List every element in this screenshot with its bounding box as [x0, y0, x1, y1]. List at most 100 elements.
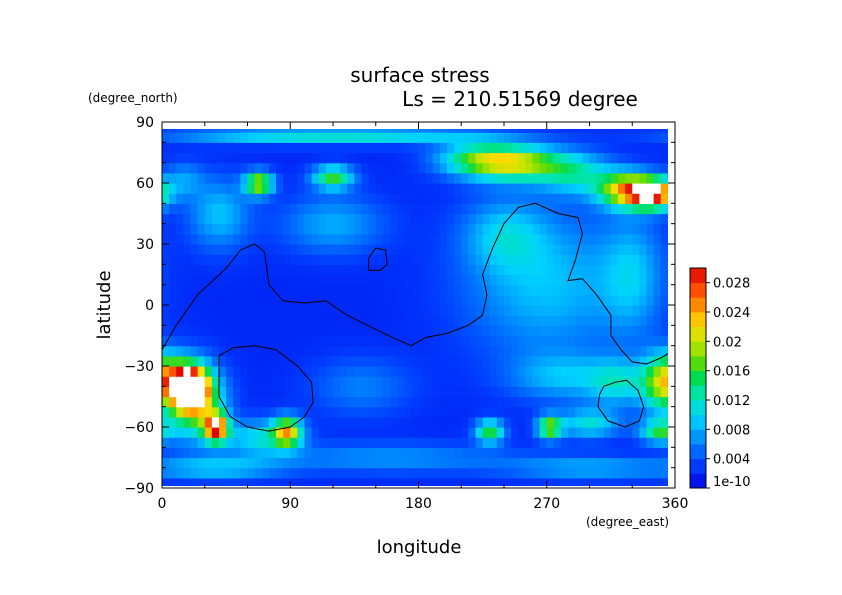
heatmap-cell: [418, 152, 427, 164]
heatmap-cell: [496, 294, 505, 306]
heatmap-cell: [618, 447, 626, 459]
heatmap-cell: [304, 345, 313, 357]
heatmap-cell: [361, 305, 370, 316]
heatmap-cell: [546, 183, 555, 194]
heatmap-cell: [589, 264, 598, 276]
heatmap-cell: [390, 233, 398, 245]
heatmap-cell: [226, 437, 234, 448]
heatmap-cell: [361, 416, 370, 428]
heatmap-cell: [496, 244, 505, 255]
heatmap-cell: [596, 315, 605, 326]
heatmap-cell: [211, 447, 220, 459]
heatmap-cell: [183, 274, 192, 286]
heatmap-cell: [432, 366, 441, 377]
heatmap-cell: [204, 477, 213, 486]
heatmap-cell: [311, 335, 320, 347]
heatmap-cell: [482, 223, 491, 235]
heatmap-cell: [575, 335, 583, 347]
heatmap-cell: [347, 294, 355, 306]
heatmap-cell: [639, 355, 648, 367]
heatmap-cell: [561, 396, 569, 408]
heatmap-cell: [439, 315, 448, 326]
heatmap-cell: [504, 193, 512, 204]
heatmap-cell: [425, 264, 434, 276]
heatmap-cell: [176, 457, 184, 469]
heatmap-cell: [333, 129, 341, 133]
heatmap-cell: [382, 213, 391, 225]
heatmap-cell: [461, 233, 469, 245]
heatmap-cell: [468, 477, 477, 486]
heatmap-cell: [646, 305, 655, 316]
heatmap-cell: [468, 376, 477, 387]
heatmap-cell: [511, 335, 519, 347]
heatmap-cell: [297, 345, 306, 357]
heatmap-cell: [425, 183, 434, 194]
heatmap-cell: [603, 284, 612, 296]
heatmap-cell: [297, 244, 306, 255]
heatmap-cell: [610, 129, 619, 133]
heatmap-cell: [439, 162, 448, 174]
heatmap-cell: [204, 437, 213, 448]
heatmap-cell: [618, 152, 626, 164]
heatmap-cell: [525, 213, 534, 225]
heatmap-cell: [532, 294, 541, 306]
heatmap-cell: [318, 213, 327, 225]
heatmap-cell: [589, 416, 598, 428]
heatmap-cell: [347, 427, 355, 438]
heatmap-cell: [639, 294, 648, 306]
heatmap-cell: [447, 447, 455, 459]
heatmap-cell: [268, 386, 277, 398]
heatmap-cell: [432, 325, 441, 337]
heatmap-cell: [297, 315, 306, 326]
heatmap-cell: [482, 386, 491, 398]
heatmap-cell: [582, 305, 591, 316]
heatmap-cell: [589, 447, 598, 459]
heatmap-cell: [575, 315, 583, 326]
heatmap-cell: [340, 396, 348, 408]
heatmap-cell: [382, 396, 391, 408]
heatmap-cell: [276, 355, 284, 367]
heatmap-cell: [311, 244, 320, 255]
heatmap-cell: [596, 213, 605, 225]
heatmap-cell: [204, 305, 213, 316]
heatmap-cell: [610, 213, 619, 225]
heatmap-cell: [190, 427, 199, 438]
heatmap-cell: [667, 467, 668, 479]
heatmap-cell: [197, 172, 206, 184]
heatmap-cell: [447, 213, 455, 225]
heatmap-cell: [504, 129, 512, 133]
heatmap-cell: [475, 457, 484, 469]
heatmap-cell: [575, 172, 583, 184]
heatmap-cell: [404, 193, 412, 204]
heatmap-cell: [268, 396, 277, 408]
heatmap-cell: [411, 213, 420, 225]
heatmap-cell: [425, 152, 434, 164]
heatmap-cell: [425, 294, 434, 306]
heatmap-cell: [347, 142, 355, 154]
heatmap-cell: [596, 335, 605, 347]
heatmap-cell: [447, 284, 455, 296]
heatmap-cell: [190, 477, 199, 486]
heatmap-cell: [482, 366, 491, 377]
colorbar-segment: [690, 341, 706, 357]
heatmap-cell: [290, 233, 298, 245]
heatmap-cell: [276, 315, 284, 326]
heatmap-cell: [418, 193, 427, 204]
heatmap-cell: [404, 345, 412, 357]
heatmap-cell: [382, 467, 391, 479]
heatmap-cell: [290, 457, 298, 469]
heatmap-cell: [439, 193, 448, 204]
heatmap-cell: [268, 355, 277, 367]
heatmap-cell: [254, 213, 263, 225]
heatmap-cell: [404, 162, 412, 174]
heatmap-cell: [297, 437, 306, 448]
heatmap-cell: [432, 223, 441, 235]
heatmap-cell: [439, 437, 448, 448]
heatmap-cell: [618, 132, 626, 143]
heatmap-cell: [553, 129, 562, 133]
heatmap-cell: [525, 132, 534, 143]
heatmap-cell: [311, 183, 320, 194]
heatmap-cell: [461, 274, 469, 286]
heatmap-cell: [361, 233, 370, 245]
heatmap-cell: [589, 325, 598, 337]
